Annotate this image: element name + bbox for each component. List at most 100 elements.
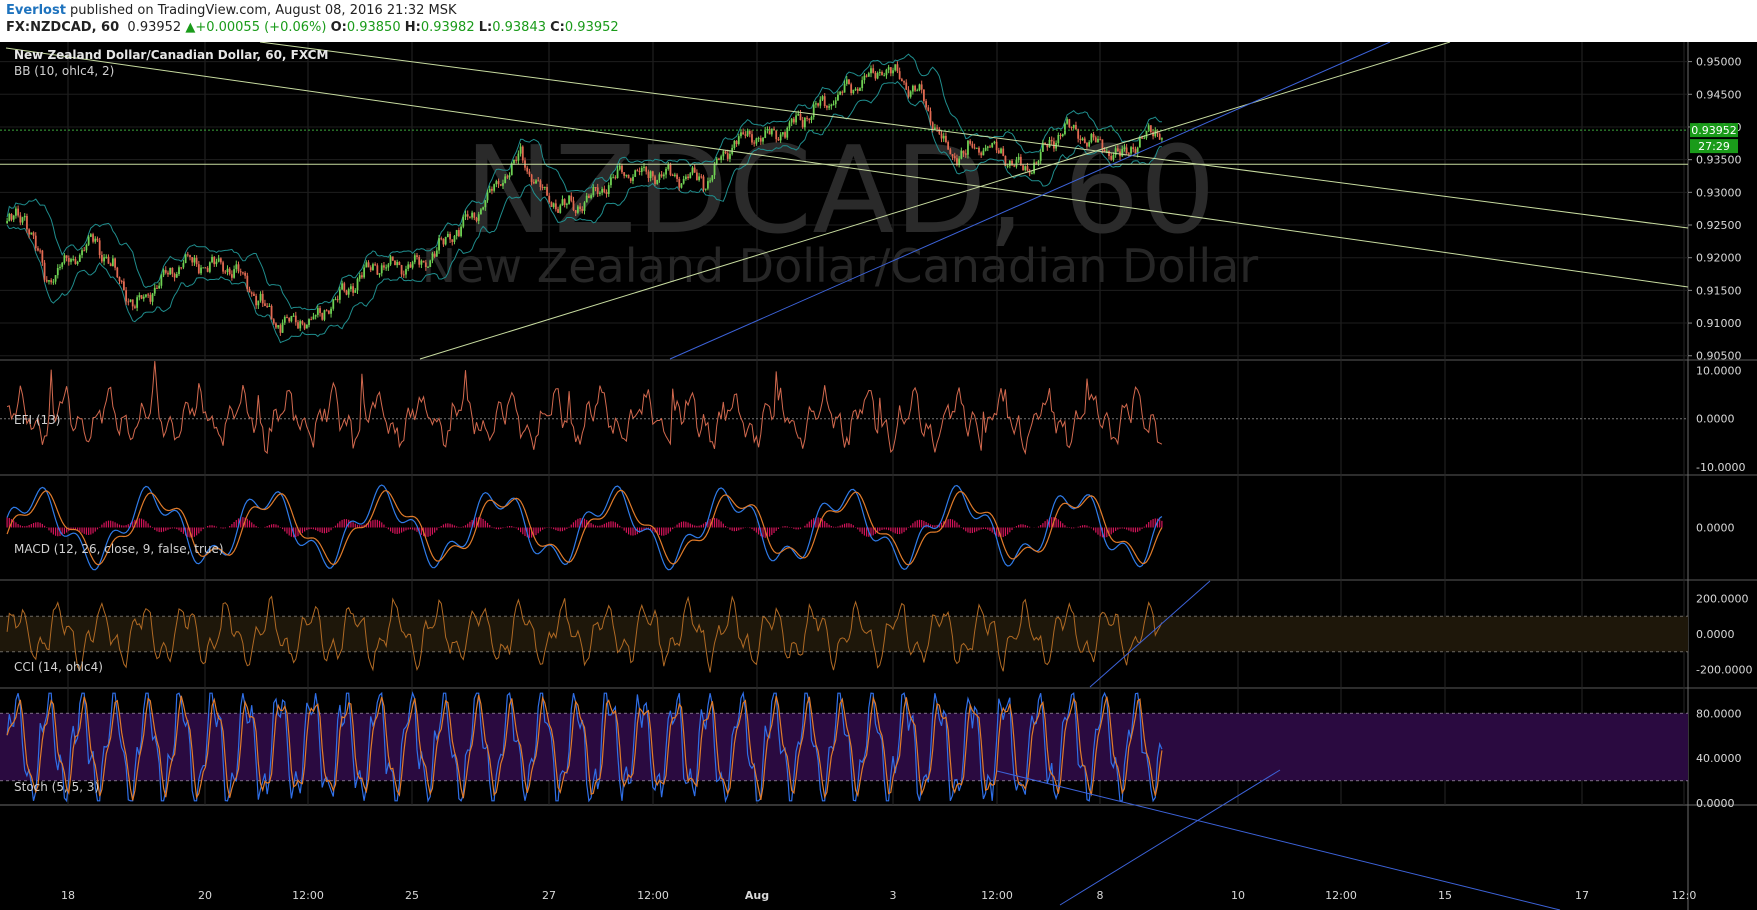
trendline[interactable] [669, 42, 1391, 360]
cci-line[interactable] [6, 595, 1163, 673]
candle-body [775, 130, 778, 140]
quote-line: FX:NZDCAD, 60 0.93952 ▲+0.00055 (+0.06%)… [6, 20, 619, 35]
stoch-d-line[interactable] [6, 694, 1163, 801]
efi-label[interactable]: EFI (13) [14, 413, 60, 427]
author-link[interactable]: Everlost [6, 3, 66, 18]
candle-body [945, 135, 947, 143]
bb-upper-band[interactable] [6, 53, 1162, 311]
trendline[interactable] [5, 47, 1689, 288]
candle-body [41, 250, 44, 263]
candle-body [581, 208, 584, 211]
stoch-tick-label: 0.0000 [1696, 797, 1735, 810]
stoch-k-line[interactable] [6, 691, 1163, 804]
macd-line[interactable] [6, 484, 1163, 571]
candle-body [424, 262, 427, 268]
candle-body [255, 295, 258, 306]
candle-body [1099, 138, 1102, 140]
candle-body [319, 308, 321, 313]
candle-body [561, 199, 564, 206]
candle-body [803, 117, 806, 128]
candle-body [1022, 165, 1024, 171]
candle-body [416, 255, 418, 258]
candle-body [751, 134, 753, 143]
candle-body [748, 130, 751, 135]
candle-body [1059, 135, 1062, 137]
bb-lower-band[interactable] [6, 80, 1162, 344]
time-tick-label: 27 [542, 889, 556, 902]
trendline[interactable] [419, 42, 1451, 360]
candle-body [570, 195, 573, 201]
watermark-symbol: NZDCAD, 60 [464, 122, 1216, 261]
candle-body [513, 159, 515, 164]
price-pane[interactable] [6, 53, 1163, 344]
candle-body [680, 183, 683, 188]
candle-body [330, 308, 332, 314]
price-axis[interactable]: 0.950000.945000.940000.935000.930000.925… [1688, 56, 1752, 810]
candle-body [510, 163, 513, 176]
candle-body [356, 278, 359, 291]
candle-body [491, 188, 493, 191]
stoch-label[interactable]: Stoch (5, 5, 3) [14, 780, 99, 794]
candle-body [246, 275, 249, 290]
candle-body [312, 316, 315, 320]
candle-body [669, 164, 672, 175]
time-tick-label: 12:00 [981, 889, 1013, 902]
candle-body [202, 267, 205, 269]
candle-body [253, 293, 255, 296]
candle-body [806, 117, 808, 119]
candle-body [898, 71, 901, 80]
candle-body [660, 174, 663, 177]
candle-body [733, 140, 736, 148]
candle-body [526, 167, 529, 172]
candle-body [361, 275, 363, 278]
candle-body [616, 169, 619, 179]
candle-body [786, 127, 789, 138]
candle-body [418, 257, 421, 265]
candle-body [376, 265, 379, 275]
candle-body [1041, 142, 1044, 152]
stoch-trendline-down[interactable] [996, 770, 1561, 910]
candle-body [1061, 134, 1064, 137]
candle-body [239, 271, 242, 273]
signal-line[interactable] [6, 489, 1163, 566]
candle-body [695, 172, 698, 181]
bb-indicator-label[interactable]: BB (10, ohlc4, 2) [14, 64, 114, 78]
price-tags: 0.93952 27:29 [1690, 123, 1738, 154]
trendline[interactable] [259, 42, 1689, 229]
candle-body [676, 174, 678, 179]
candle-body [885, 69, 888, 76]
candle-body [197, 264, 200, 274]
efi-line[interactable] [6, 361, 1163, 455]
candle-body [801, 120, 804, 128]
candle-body [975, 147, 978, 149]
stoch-trendline-up[interactable] [1059, 769, 1281, 906]
time-axis[interactable]: 18 20 12:00 25 27 12:00 Aug 3 12:00 8 10 12:00 15 17 1… [61, 889, 1696, 902]
candle-body [1105, 150, 1108, 152]
macd-label[interactable]: MACD (12, 26, close, 9, false, true) [14, 542, 224, 556]
indicator-panes[interactable] [6, 361, 1163, 804]
candle-body [724, 151, 727, 154]
candle-body [1112, 155, 1115, 160]
candle-body [753, 142, 756, 144]
candle-body [722, 151, 725, 157]
cci-label[interactable]: CCI (14, ohlc4) [14, 660, 103, 674]
symbol-label[interactable]: FX:NZDCAD, 60 [6, 20, 120, 35]
chart-canvas[interactable]: NZDCAD, 60 New Zealand Dollar/Canadian D… [0, 42, 1757, 910]
candle-body [629, 178, 632, 181]
efi-tick-label: 0.0000 [1696, 413, 1735, 426]
candle-body [737, 136, 740, 145]
candle-body [673, 174, 676, 176]
price-tick-label: 0.92500 [1696, 219, 1742, 232]
candle-body [140, 295, 143, 299]
price-tick-label: 0.90500 [1696, 350, 1742, 363]
candle-body [854, 88, 857, 90]
candle-body [735, 140, 738, 145]
candle-body [94, 238, 97, 242]
candle-body [947, 142, 950, 150]
candle-body [863, 75, 866, 81]
cci-trendline[interactable] [1089, 580, 1211, 688]
candle-body [244, 272, 247, 276]
candle-body [1132, 147, 1135, 150]
trendlines[interactable] [0, 42, 1689, 910]
candle-body [495, 181, 498, 185]
